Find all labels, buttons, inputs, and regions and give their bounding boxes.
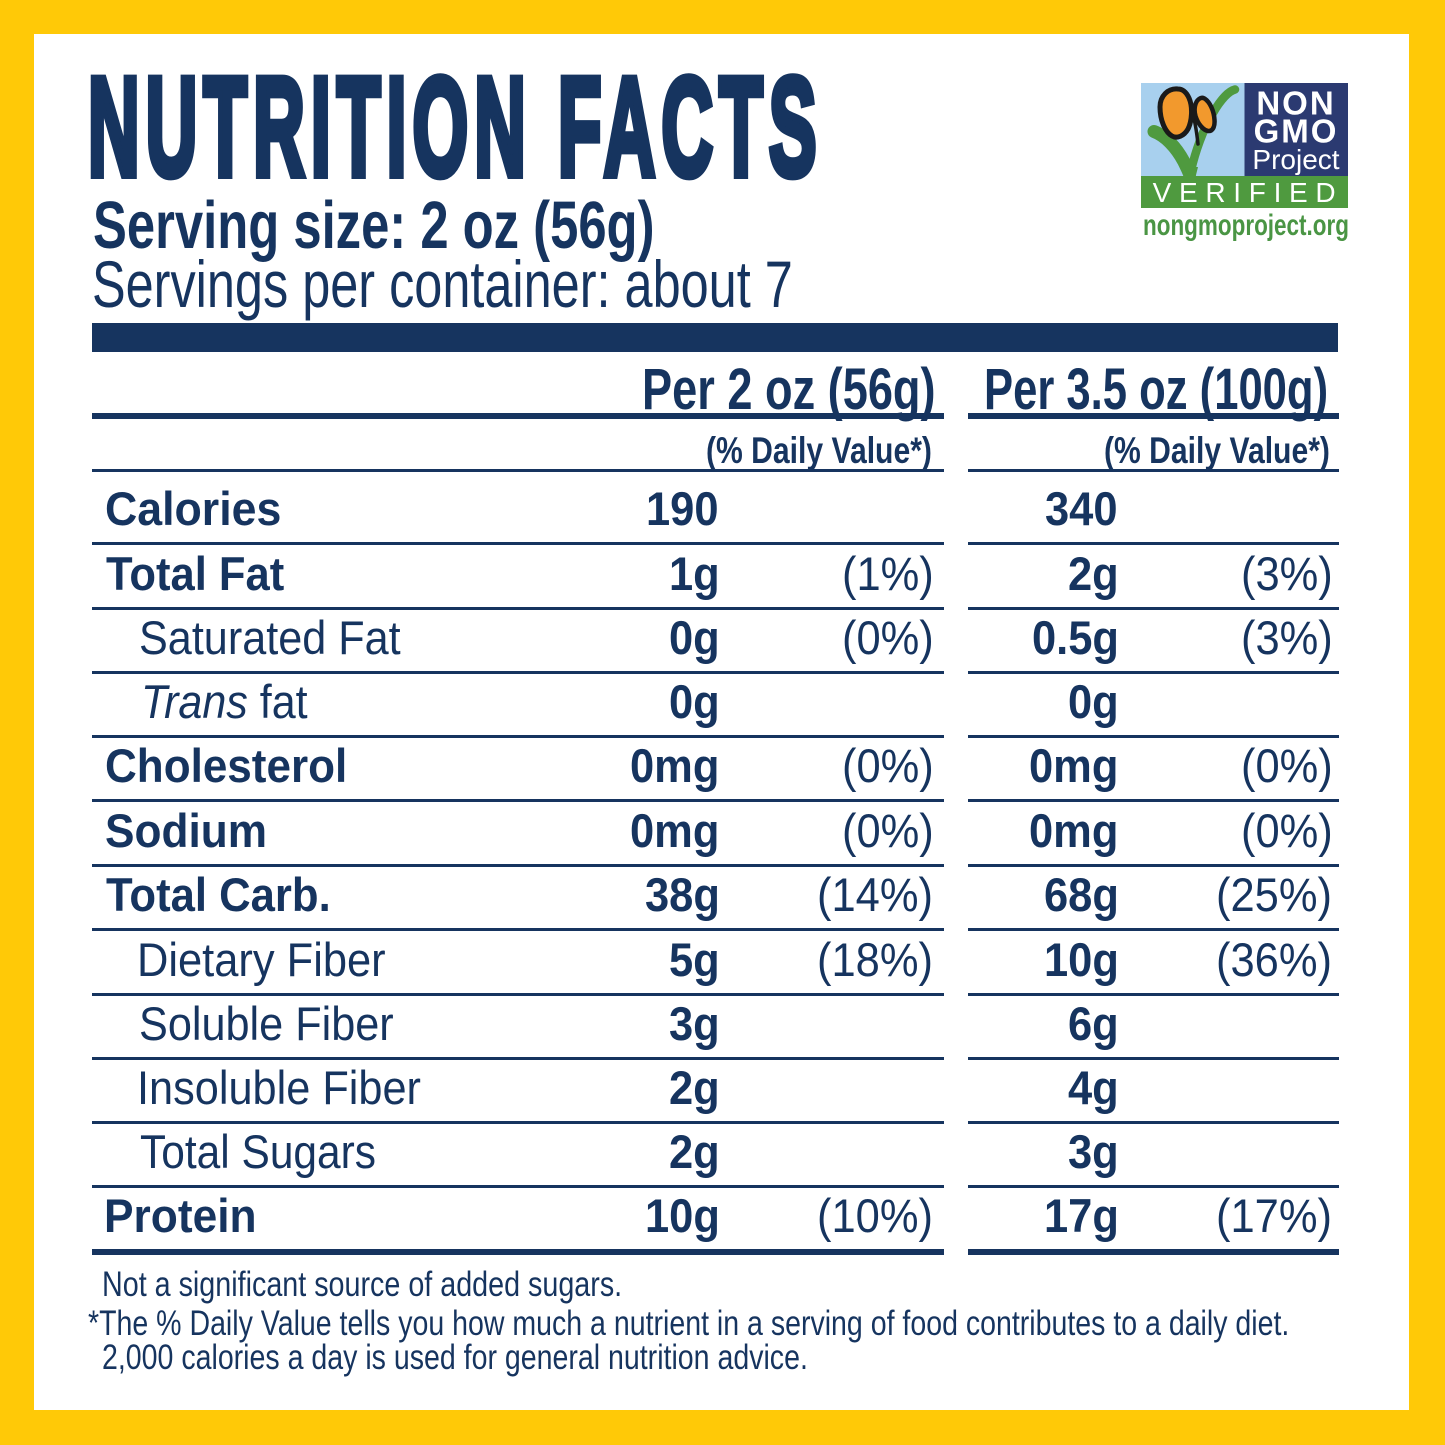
svg-text:NON: NON bbox=[1256, 85, 1335, 122]
svg-text:Project: Project bbox=[1252, 144, 1339, 175]
svg-text:nongmoproject.org: nongmoproject.org bbox=[1143, 208, 1348, 242]
svg-text:GMO: GMO bbox=[1254, 113, 1339, 150]
svg-text:VERIFIED: VERIFIED bbox=[1153, 177, 1344, 208]
